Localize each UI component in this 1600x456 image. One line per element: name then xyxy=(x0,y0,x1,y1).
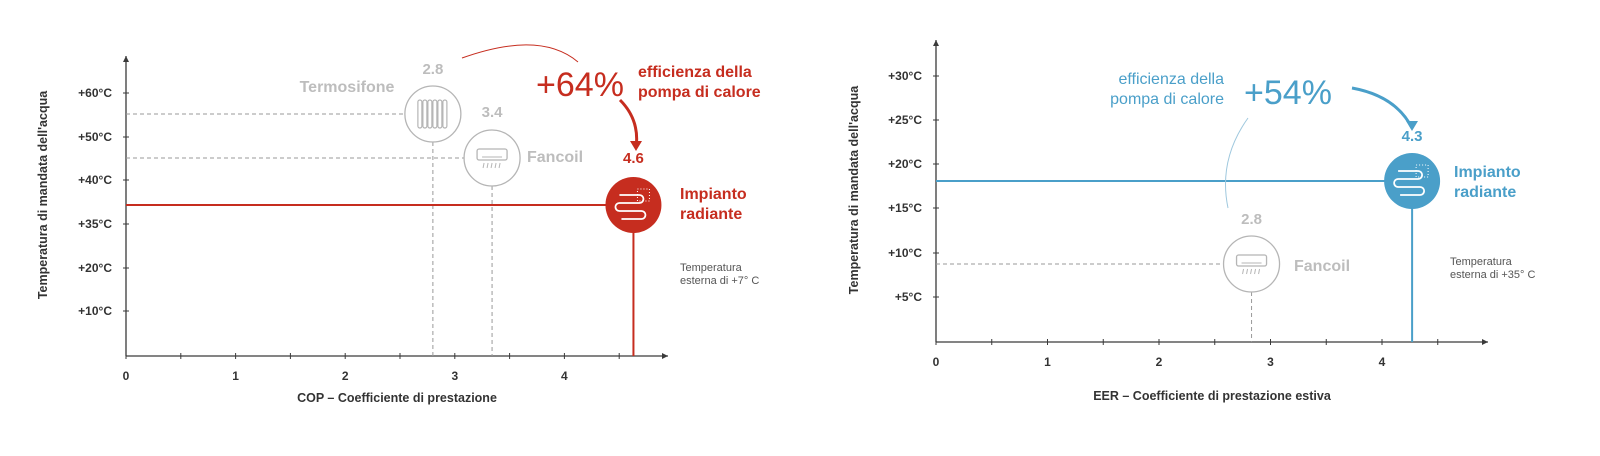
gain-percentage: +54% xyxy=(1244,74,1332,112)
point-value-label: 4.3 xyxy=(1402,128,1423,145)
highlight-marker xyxy=(1384,153,1441,209)
fancoil-airflow xyxy=(490,162,493,169)
y-tick-label: +20°C xyxy=(78,261,112,275)
radiant-pipe xyxy=(1393,170,1425,196)
gain-arc xyxy=(461,44,579,63)
x-axis-title: EER – Coefficiente di prestazione estiva xyxy=(1093,389,1332,403)
y-tick-label: +60°C xyxy=(78,86,112,100)
fancoil-airflow xyxy=(498,162,501,169)
fancoil-airflow xyxy=(1258,268,1261,275)
fancoil-icon xyxy=(1235,254,1268,275)
point-value-label: 3.4 xyxy=(482,104,504,121)
gain-arrowhead xyxy=(1406,121,1418,131)
point-name-label: radiante xyxy=(680,206,742,223)
data-point: 2.8 Termosifone xyxy=(126,61,462,356)
point-name-label: Impianto xyxy=(680,186,747,203)
y-tick-label: +35°C xyxy=(78,217,112,231)
y-tick-label: +15°C xyxy=(888,201,922,215)
radiator-fin xyxy=(427,99,433,129)
y-tick-label: +10°C xyxy=(78,304,112,318)
gain-text: efficienza della xyxy=(638,64,752,81)
x-axis-arrow xyxy=(1482,339,1488,345)
radiator-fin xyxy=(442,99,448,129)
point-name-label: Fancoil xyxy=(527,149,583,166)
point-marker xyxy=(463,129,521,187)
chart-1: 0 1 2 3 4 +10°C +20°C +35°C +40°C +50°C +60°C COP –… xyxy=(36,44,761,405)
radiator-fin xyxy=(422,99,428,129)
gain-arc xyxy=(1351,86,1414,129)
radiator-icon xyxy=(417,99,448,129)
x-tick-label: 3 xyxy=(451,369,458,383)
data-point: 2.8 Fancoil xyxy=(936,211,1350,342)
point-marker xyxy=(1222,235,1281,293)
point-value-label: 2.8 xyxy=(422,61,443,78)
point-value-label: 2.8 xyxy=(1241,211,1262,228)
fancoil-airflow xyxy=(1254,268,1257,275)
fancoil-airflow xyxy=(482,162,485,169)
x-axis-title: COP – Coefficiente di prestazione xyxy=(297,391,497,405)
gain-text: pompa di calore xyxy=(638,84,761,101)
x-tick-label: 3 xyxy=(1267,355,1274,369)
fancoil-airflow xyxy=(1250,268,1253,275)
fancoil-airflow xyxy=(486,162,489,169)
radiator-fin xyxy=(437,99,443,129)
fancoil-airflow xyxy=(1246,268,1249,275)
data-point: 4.6 Impianto radiante xyxy=(126,150,747,356)
radiator-fin xyxy=(417,99,423,129)
highlight-marker xyxy=(605,177,662,233)
fancoil-body xyxy=(1235,254,1268,267)
data-point: 3.4 Fancoil xyxy=(126,104,583,356)
fancoil-airflow xyxy=(494,162,497,169)
gain-arrow xyxy=(1225,117,1249,209)
x-tick-label: 0 xyxy=(933,355,940,369)
gain-text: efficienza della xyxy=(1118,71,1224,88)
conditions-note: esterna di +35° C xyxy=(1450,269,1535,281)
x-tick-label: 1 xyxy=(1044,355,1051,369)
gain-percentage: +64% xyxy=(536,66,624,104)
fancoil-body xyxy=(476,148,508,161)
y-axis-arrow xyxy=(123,56,129,62)
point-name-label: radiante xyxy=(1454,184,1516,201)
radiant-floor-icon xyxy=(1393,164,1429,196)
fancoil-airflow xyxy=(1242,268,1245,275)
x-tick-label: 0 xyxy=(123,369,130,383)
fancoil-icon xyxy=(476,148,508,169)
y-tick-label: +10°C xyxy=(888,246,922,260)
y-tick-label: +5°C xyxy=(895,290,922,304)
point-name-label: Termosifone xyxy=(300,79,395,96)
y-axis-arrow xyxy=(933,40,939,46)
gain-arrowhead xyxy=(630,141,642,151)
x-tick-label: 2 xyxy=(342,369,349,383)
y-axis-title: Temperatura di mandata dell'acqua xyxy=(36,90,50,299)
chart-2: 0 1 2 3 4 +5°C +10°C +15°C +20°C +25°C +30°C EER – … xyxy=(847,40,1535,403)
y-axis-title: Temperatura di mandata dell'acqua xyxy=(847,85,861,294)
conditions-note: esterna di +7° C xyxy=(680,275,759,287)
y-tick-label: +25°C xyxy=(888,113,922,127)
conditions-note: Temperatura xyxy=(680,262,743,274)
radiant-pipe xyxy=(614,194,647,220)
x-axis-arrow xyxy=(662,353,668,359)
radiator-fin xyxy=(432,99,438,129)
y-tick-label: +50°C xyxy=(78,130,112,144)
x-tick-label: 2 xyxy=(1156,355,1163,369)
y-tick-label: +40°C xyxy=(78,173,112,187)
radiant-floor-icon xyxy=(614,188,650,220)
point-value-label: 4.6 xyxy=(623,150,644,167)
x-tick-label: 4 xyxy=(1379,355,1386,369)
radiant-floor-texture xyxy=(636,188,650,202)
gain-text: pompa di calore xyxy=(1110,91,1224,108)
x-tick-label: 4 xyxy=(561,369,568,383)
x-tick-label: 1 xyxy=(232,369,239,383)
point-name-label: Impianto xyxy=(1454,164,1521,181)
radiant-floor-texture xyxy=(1415,164,1429,178)
gain-arrow xyxy=(618,98,639,149)
point-name-label: Fancoil xyxy=(1294,258,1350,275)
conditions-note: Temperatura xyxy=(1450,256,1513,268)
data-point: 4.3 Impianto radiante xyxy=(936,128,1521,342)
y-tick-label: +30°C xyxy=(888,69,922,83)
y-tick-label: +20°C xyxy=(888,157,922,171)
